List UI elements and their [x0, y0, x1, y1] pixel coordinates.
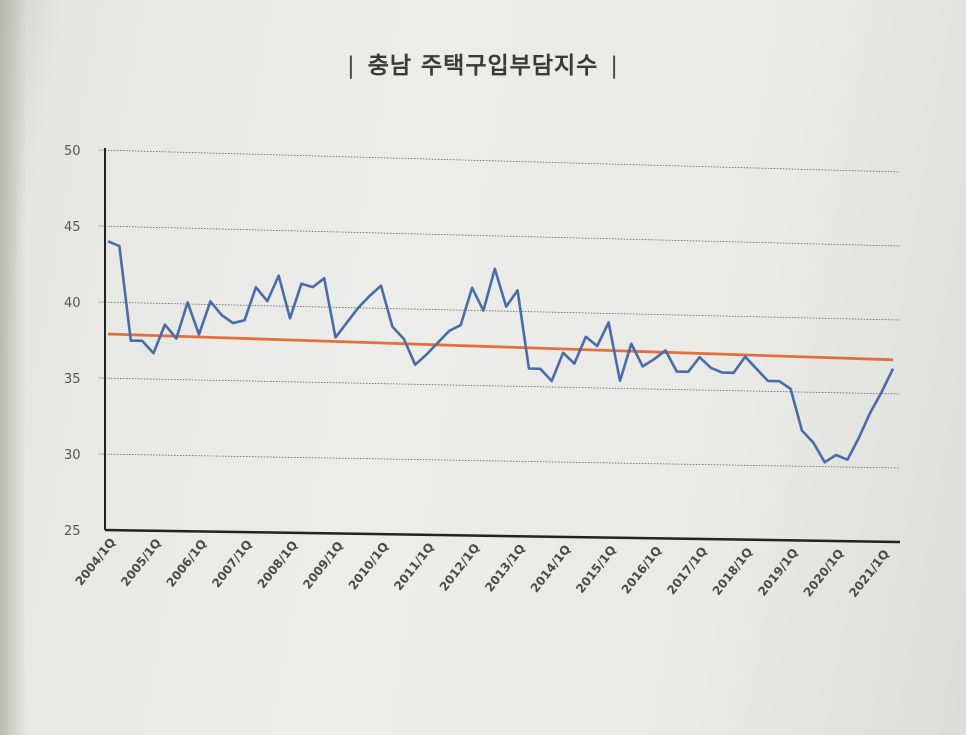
x-tick-label: 2010/1Q [346, 539, 392, 592]
x-tick-label: 2021/1Q [846, 547, 892, 600]
y-tick-label: 45 [64, 220, 81, 235]
y-tick-label: 35 [64, 372, 81, 387]
y-tick-label: 25 [64, 524, 81, 539]
x-tick-label: 2020/1Q [801, 546, 847, 599]
x-tick-label: 2017/1Q [664, 544, 710, 597]
x-tick-label: 2011/1Q [391, 540, 437, 593]
x-tick-label: 2018/1Q [710, 545, 756, 598]
x-tick-label: 2013/1Q [482, 541, 528, 594]
title-bar-left: | [346, 53, 356, 79]
x-tick-label: 2015/1Q [573, 543, 619, 596]
x-tick-label: 2009/1Q [300, 539, 346, 592]
y-tick-label: 40 [64, 296, 81, 311]
x-axis: 2004/1Q 2005/1Q 2006/1Q 2007/1Q 2008/1Q 2009/… [73, 148, 901, 600]
x-axis-line [104, 528, 901, 544]
y-axis: 25 30 35 40 45 50 [64, 144, 81, 539]
x-tick-label: 2019/1Q [755, 546, 801, 599]
y-tick-label: 50 [64, 144, 81, 159]
x-tick-label: 2007/1Q [209, 537, 255, 590]
page-edge-shadow [0, 0, 26, 735]
series-line [107, 240, 895, 464]
grid-lines [98, 149, 901, 469]
x-tick-label: 2016/1Q [619, 544, 665, 597]
chart-title: | 충남 주택구입부담지수 | [0, 46, 966, 80]
x-tick-label: 2005/1Q [118, 536, 164, 589]
series-group [107, 240, 895, 464]
x-tick-label: 2006/1Q [164, 537, 210, 590]
y-tick-label: 30 [64, 448, 81, 463]
gridline [98, 453, 901, 469]
title-bar-right: | [610, 53, 620, 79]
gridline [98, 225, 901, 247]
x-tick-label: 2008/1Q [255, 538, 301, 591]
gridline [98, 149, 901, 173]
x-tick-label: 2012/1Q [437, 541, 483, 594]
average-line [107, 332, 894, 362]
chart-title-text: 충남 주택구입부담지수 [367, 53, 599, 79]
x-tick-label: 2004/1Q [73, 535, 119, 588]
x-tick-label: 2014/1Q [528, 542, 574, 595]
